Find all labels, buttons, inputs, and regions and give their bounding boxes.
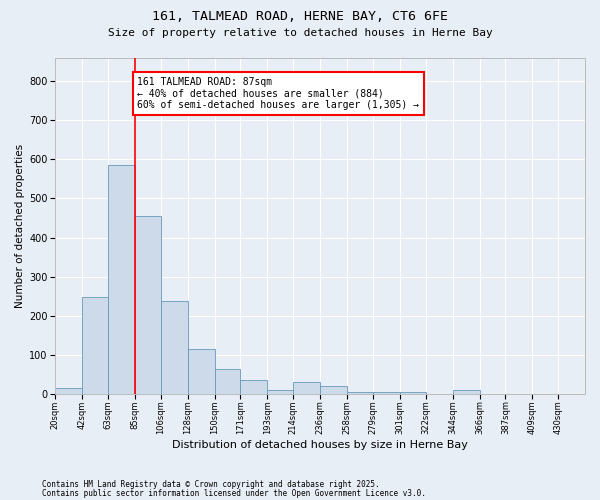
Bar <box>347 392 373 394</box>
Bar <box>55 388 82 394</box>
Bar <box>400 392 425 394</box>
Y-axis label: Number of detached properties: Number of detached properties <box>15 144 25 308</box>
Bar <box>241 380 268 394</box>
Bar <box>293 382 320 394</box>
Text: 161 TALMEAD ROAD: 87sqm
← 40% of detached houses are smaller (884)
60% of semi-d: 161 TALMEAD ROAD: 87sqm ← 40% of detache… <box>137 77 419 110</box>
Text: Contains public sector information licensed under the Open Government Licence v3: Contains public sector information licen… <box>42 489 426 498</box>
Bar <box>452 390 479 394</box>
Bar <box>161 301 188 394</box>
Bar <box>215 368 241 394</box>
Bar <box>373 392 400 394</box>
Bar <box>320 386 347 394</box>
Text: Contains HM Land Registry data © Crown copyright and database right 2025.: Contains HM Land Registry data © Crown c… <box>42 480 380 489</box>
Bar <box>188 349 215 394</box>
Bar <box>268 390 293 394</box>
Bar <box>108 165 135 394</box>
X-axis label: Distribution of detached houses by size in Herne Bay: Distribution of detached houses by size … <box>172 440 468 450</box>
Text: Size of property relative to detached houses in Herne Bay: Size of property relative to detached ho… <box>107 28 493 38</box>
Bar <box>135 216 161 394</box>
Text: 161, TALMEAD ROAD, HERNE BAY, CT6 6FE: 161, TALMEAD ROAD, HERNE BAY, CT6 6FE <box>152 10 448 23</box>
Bar <box>82 297 108 394</box>
